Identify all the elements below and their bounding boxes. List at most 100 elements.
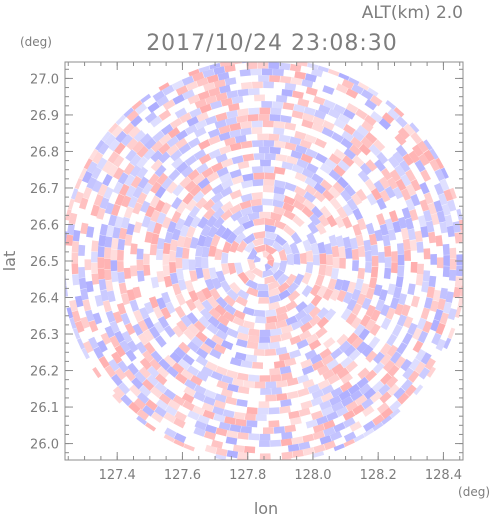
radar-gate xyxy=(336,176,349,189)
radar-gate xyxy=(210,234,221,247)
radar-gate xyxy=(304,184,318,196)
radar-gate xyxy=(234,231,246,244)
radar-gate xyxy=(202,409,215,420)
radar-gate xyxy=(100,289,109,302)
radar-gate xyxy=(215,296,228,309)
y-tick-label: 26.9 xyxy=(30,109,59,124)
radar-gate xyxy=(133,397,146,410)
radar-gate xyxy=(200,224,211,237)
radar-gate xyxy=(334,278,344,291)
radar-gate xyxy=(301,205,314,218)
radar-gate xyxy=(197,90,210,101)
radar-gate xyxy=(315,326,328,339)
radar-gate xyxy=(273,192,286,202)
radar-gate xyxy=(343,344,356,357)
radar-gate xyxy=(322,120,335,131)
radar-gate xyxy=(298,441,311,451)
radar-gate xyxy=(330,347,343,360)
radar-gate xyxy=(123,267,132,279)
radar-gate xyxy=(310,284,321,297)
radar-gate xyxy=(208,267,218,280)
radar-gate xyxy=(309,213,321,226)
radar-gate xyxy=(204,278,215,291)
radar-gate xyxy=(146,374,159,387)
radar-gate xyxy=(317,241,326,254)
radar-gate xyxy=(318,104,331,115)
radar-gate xyxy=(156,212,167,225)
radar-gate xyxy=(306,232,317,245)
radar-gate xyxy=(384,257,392,268)
radar-gate xyxy=(250,68,262,76)
radar-gate xyxy=(78,244,86,256)
radar-gate xyxy=(269,146,281,155)
radar-gate xyxy=(240,426,252,434)
radar-gate xyxy=(278,260,288,273)
radar-gate xyxy=(386,344,399,358)
radar-gate xyxy=(169,272,179,285)
radar-gate xyxy=(262,269,275,278)
radar-gate xyxy=(280,115,292,123)
radar-gate xyxy=(412,327,423,341)
radar-gate xyxy=(208,135,221,146)
radar-gate xyxy=(340,137,353,150)
radar-gate xyxy=(313,190,326,203)
radar-gate xyxy=(240,140,253,149)
radar-gate xyxy=(280,438,293,447)
radar-gate xyxy=(284,424,297,433)
radar-gate xyxy=(419,182,430,195)
radar-gate xyxy=(253,231,266,240)
radar-gate xyxy=(447,199,457,212)
radar-gate xyxy=(351,303,363,316)
radar-gate xyxy=(196,162,209,174)
radar-gate xyxy=(352,223,362,236)
radar-gate xyxy=(136,145,149,158)
radar-gate xyxy=(193,391,206,402)
radar-gate xyxy=(270,328,283,337)
radar-gate xyxy=(247,247,258,260)
radar-gate xyxy=(204,424,217,434)
radar-gate xyxy=(372,414,385,426)
radar-gate xyxy=(150,386,163,399)
radar-gate xyxy=(173,417,186,429)
radar-gate xyxy=(175,257,183,269)
radar-gate xyxy=(374,159,386,172)
radar-gate xyxy=(430,319,440,332)
radar-gate xyxy=(207,296,219,309)
radar-gate xyxy=(212,406,225,416)
radar-gate xyxy=(297,387,310,398)
radar-gate xyxy=(215,427,228,437)
radar-gate xyxy=(370,309,381,322)
radar-gate xyxy=(152,306,164,319)
radar-gate xyxy=(251,140,263,148)
radar-gate xyxy=(418,153,430,166)
radar-gate xyxy=(326,358,339,371)
radar-gate xyxy=(181,75,195,86)
radar-gate xyxy=(158,358,171,371)
radar-gate xyxy=(246,407,258,415)
radar-gate xyxy=(130,175,142,189)
radar-gate xyxy=(365,159,378,172)
radar-gate xyxy=(326,254,333,266)
radar-gate xyxy=(387,364,400,377)
radar-gate xyxy=(158,151,171,164)
radar-gate xyxy=(361,344,374,358)
radar-gate xyxy=(257,62,269,69)
radar-gate xyxy=(202,68,215,78)
radar-gate xyxy=(312,451,325,458)
radar-gate xyxy=(386,375,399,389)
radar-gate xyxy=(242,233,256,245)
radar-gate xyxy=(417,330,429,344)
radar-gate xyxy=(352,207,363,221)
radar-gate xyxy=(67,198,75,210)
x-tick-label: 128.0 xyxy=(294,468,331,483)
radar-gate xyxy=(132,202,143,215)
radar-gate xyxy=(440,167,449,179)
radar-gate xyxy=(165,405,178,417)
radar-gate xyxy=(173,346,187,359)
radar-gate xyxy=(72,229,81,242)
radar-gate xyxy=(322,189,335,202)
radar-gate xyxy=(178,341,191,354)
radar-gate xyxy=(202,198,215,211)
radar-gate xyxy=(136,166,149,180)
radar-gate xyxy=(421,281,430,293)
